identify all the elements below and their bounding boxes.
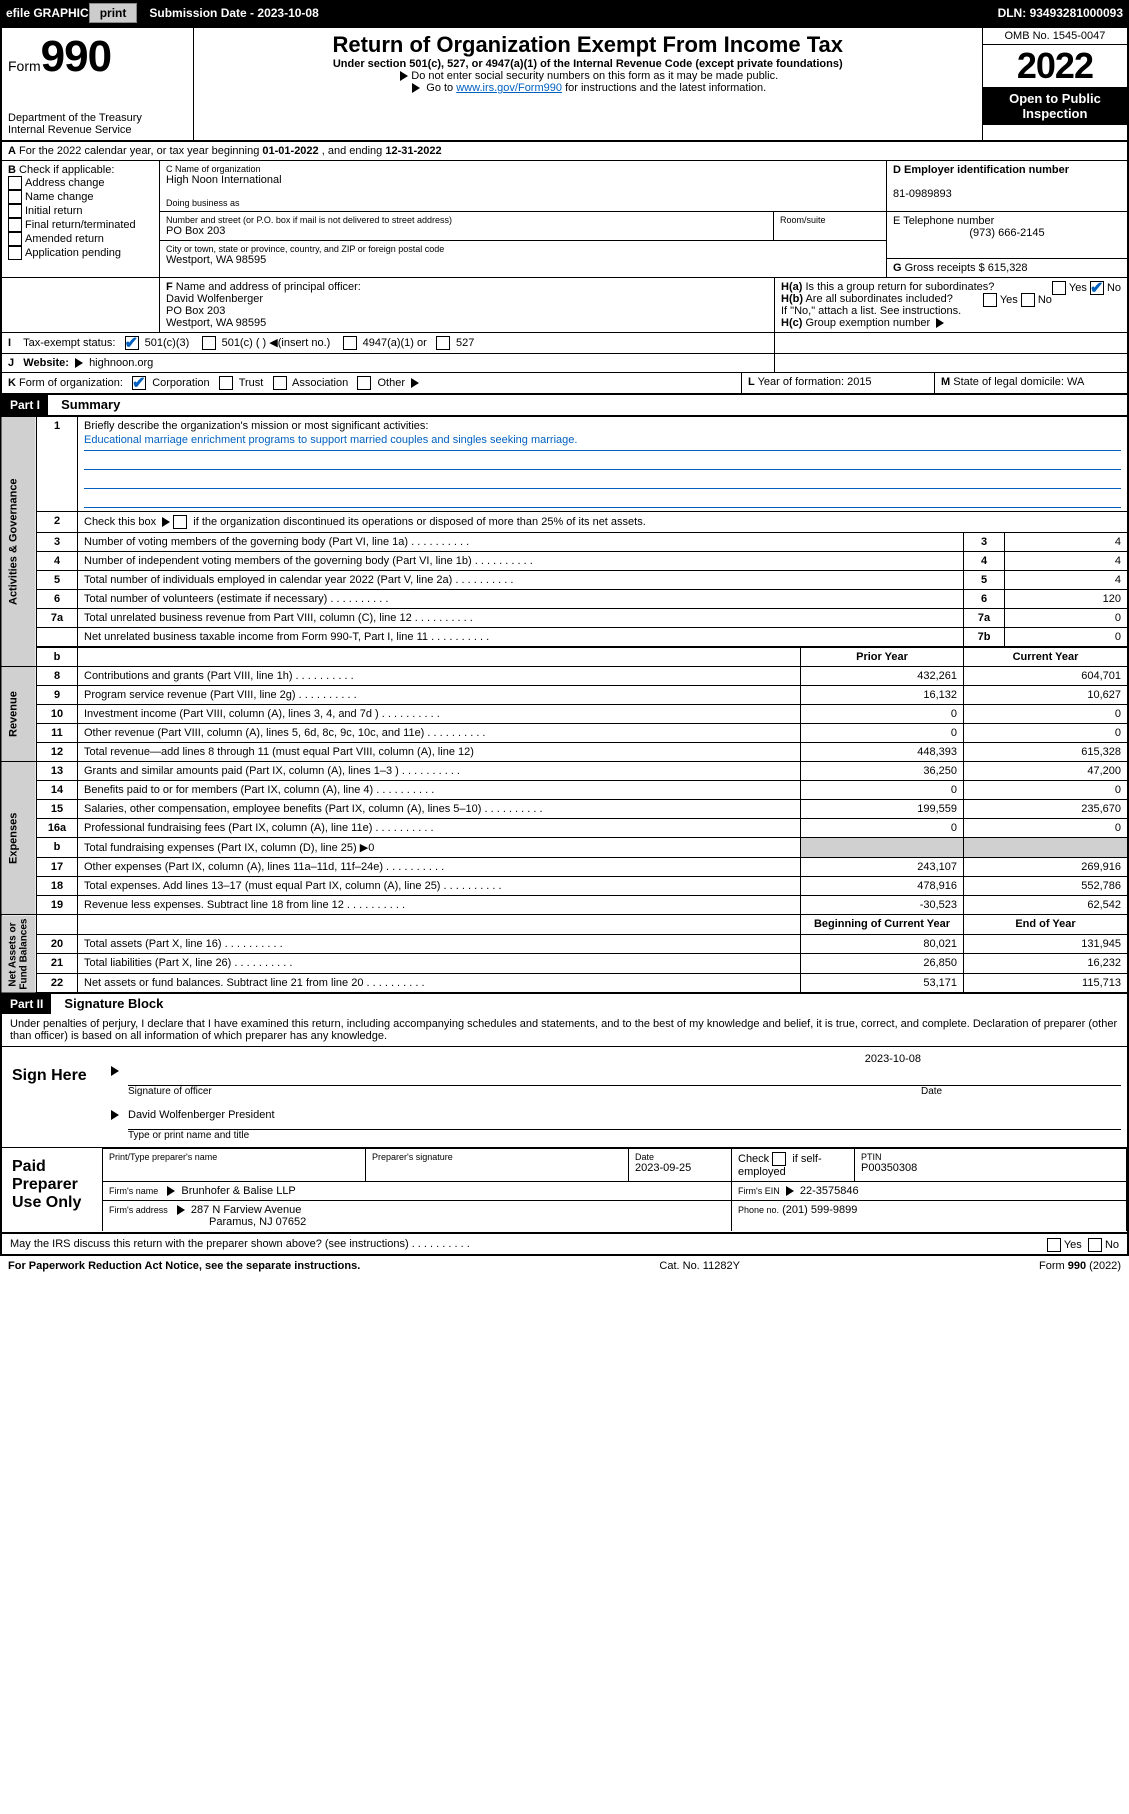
arrow-icon (400, 71, 408, 81)
checkbox-association[interactable] (273, 376, 287, 390)
org-name: High Noon International (166, 174, 880, 186)
website: highnoon.org (89, 357, 153, 369)
arrow-icon (75, 358, 83, 368)
mission-text: Educational marriage enrichment programs… (84, 432, 1121, 451)
top-bar: efile GRAPHIC print Submission Date - 20… (0, 0, 1129, 26)
vert-activities: Activities & Governance (1, 417, 37, 667)
subtitle3: Go to www.irs.gov/Form990 for instructio… (200, 82, 976, 94)
title-cell: Return of Organization Exempt From Incom… (193, 27, 982, 141)
form-title: Return of Organization Exempt From Incom… (200, 32, 976, 58)
arrow-icon (411, 378, 419, 388)
sections-deg: D Employer identification number 81-0989… (887, 161, 1127, 277)
checkbox-501c[interactable] (202, 336, 216, 350)
section-j: J Website: highnoon.org (0, 354, 1129, 373)
efile-label: efile GRAPHIC (6, 6, 89, 20)
phone: (973) 666-2145 (893, 227, 1121, 239)
checkbox-hb-yes[interactable] (983, 293, 997, 307)
checkbox-line2[interactable] (173, 515, 187, 529)
open-to-public: Open to Public Inspection (983, 87, 1127, 125)
dln: DLN: 93493281000093 (998, 6, 1123, 20)
checkbox-initial-return[interactable] (8, 204, 22, 218)
sections-b-g: B Check if applicable: Address change Na… (0, 161, 1129, 277)
checkbox-amended[interactable] (8, 232, 22, 246)
part1-header: Part I (2, 395, 48, 415)
org-city: Westport, WA 98595 (166, 254, 880, 266)
gross-receipts: 615,328 (988, 262, 1028, 274)
section-c: C Name of organization High Noon Interna… (160, 161, 887, 277)
arrow-icon (412, 83, 420, 93)
checkbox-corporation[interactable] (132, 376, 146, 390)
arrow-icon (167, 1186, 175, 1196)
footer: For Paperwork Reduction Act Notice, see … (0, 1256, 1129, 1276)
subtitle2: Do not enter social security numbers on … (200, 70, 976, 82)
section-a: A For the 2022 calendar year, or tax yea… (0, 142, 1129, 161)
sign-here-block: Sign Here 2023-10-08 Signature of office… (0, 1047, 1129, 1148)
checkbox-application-pending[interactable] (8, 246, 22, 260)
checkbox-discuss-yes[interactable] (1047, 1238, 1061, 1252)
checkbox-self-employed[interactable] (772, 1152, 786, 1166)
checkbox-hb-no[interactable] (1021, 293, 1035, 307)
org-street: PO Box 203 (166, 225, 767, 237)
irs-link[interactable]: www.irs.gov/Form990 (456, 82, 562, 94)
declaration: Under penalties of perjury, I declare th… (0, 1014, 1129, 1047)
vert-expenses: Expenses (1, 762, 37, 915)
paid-preparer-block: Paid Preparer Use Only Print/Type prepar… (0, 1148, 1129, 1234)
vert-revenue: Revenue (1, 667, 37, 762)
omb-number: OMB No. 1545-0047 (983, 28, 1127, 45)
part2-title: Signature Block (54, 996, 163, 1011)
dept-label: Department of the Treasury Internal Reve… (8, 112, 187, 136)
year-cell: OMB No. 1545-0047 2022 Open to Public In… (982, 27, 1128, 141)
tax-year: 2022 (983, 45, 1127, 87)
section-h: H(a) Is this a group return for subordin… (775, 278, 1127, 332)
part1-title: Summary (51, 397, 120, 412)
vert-netassets: Net Assets or Fund Balances (1, 915, 37, 994)
arrow-icon (786, 1186, 794, 1196)
checkbox-name-change[interactable] (8, 190, 22, 204)
arrow-icon (111, 1110, 119, 1120)
section-i: I Tax-exempt status: 501(c)(3) 501(c) ( … (0, 333, 1129, 354)
part1-header-row: Part I Summary (0, 395, 1129, 416)
checkbox-ha-no[interactable] (1090, 281, 1104, 295)
checkbox-501c3[interactable] (125, 336, 139, 350)
arrow-icon (162, 517, 170, 527)
sections-klm: K Form of organization: Corporation Trus… (0, 373, 1129, 395)
print-button[interactable]: print (89, 3, 138, 23)
checkbox-trust[interactable] (219, 376, 233, 390)
checkbox-4947[interactable] (343, 336, 357, 350)
arrow-icon (111, 1066, 119, 1076)
checkbox-discuss-no[interactable] (1088, 1238, 1102, 1252)
section-f: F Name and address of principal officer:… (160, 278, 775, 332)
ein: 81-0989893 (893, 188, 952, 200)
form-header: Form990 Department of the Treasury Inter… (0, 26, 1129, 142)
section-b: B Check if applicable: Address change Na… (2, 161, 160, 277)
subtitle1: Under section 501(c), 527, or 4947(a)(1)… (200, 58, 976, 70)
checkbox-final-return[interactable] (8, 218, 22, 232)
arrow-icon (177, 1205, 185, 1215)
part1-table: Activities & Governance 1 Briefly descri… (0, 416, 1129, 994)
part2-header: Part II (2, 994, 51, 1014)
sections-f-h: F Name and address of principal officer:… (0, 277, 1129, 333)
checkbox-ha-yes[interactable] (1052, 281, 1066, 295)
checkbox-527[interactable] (436, 336, 450, 350)
checkbox-other[interactable] (357, 376, 371, 390)
submission-date: Submission Date - 2023-10-08 (149, 6, 318, 20)
part2-header-row: Part II Signature Block (0, 994, 1129, 1014)
form-number-cell: Form990 Department of the Treasury Inter… (1, 27, 193, 141)
arrow-icon (936, 318, 944, 328)
checkbox-address-change[interactable] (8, 176, 22, 190)
discuss-row: May the IRS discuss this return with the… (0, 1234, 1129, 1256)
